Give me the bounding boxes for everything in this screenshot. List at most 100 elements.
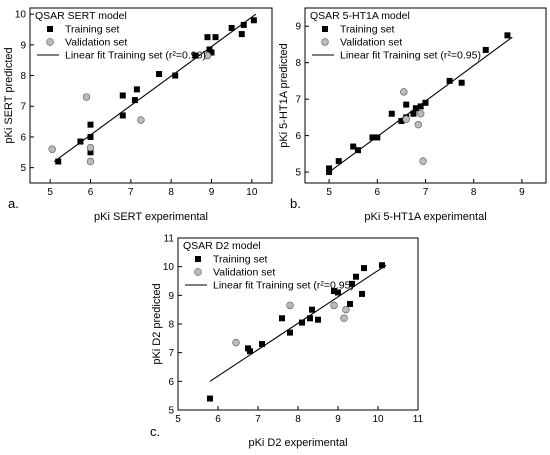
chart-panel: 5 6 7 8 9 10 11 5 6 7 8 9 10 11 pKi D2 experimental pKi… [150, 234, 424, 450]
training-point [350, 143, 357, 150]
training-point [398, 118, 405, 125]
training-point [410, 110, 417, 117]
y-tick-label: 7 [168, 348, 174, 359]
validation-point [340, 314, 348, 322]
x-tick-label: 8 [295, 414, 301, 425]
chart-panel: 5 6 7 8 9 5 6 7 8 9 pKi 5-HT1A experimental pKi 5-H… [278, 7, 547, 223]
training-point [307, 315, 313, 322]
validation-point [232, 338, 240, 347]
y-tick-label: 5 [20, 163, 26, 174]
training-point [287, 329, 293, 336]
training-point [131, 97, 138, 104]
training-point [207, 395, 213, 402]
x-tick-label: 10 [246, 187, 258, 198]
y-axis-title: pKi D2 predicted [151, 283, 163, 364]
training-point [355, 147, 362, 154]
y-tick-label: 5 [168, 406, 174, 417]
validation-point [48, 145, 56, 153]
x-tick-label: 7 [128, 187, 134, 198]
training-point [172, 72, 179, 79]
y-tick-label: 7 [295, 95, 301, 106]
panel-label: c. [150, 424, 160, 439]
training-point [326, 169, 333, 176]
legend-validation-marker [321, 38, 329, 46]
training-point [259, 341, 265, 348]
training-point [133, 86, 140, 93]
x-tick-label: 9 [519, 187, 525, 198]
training-point [482, 46, 489, 53]
validation-point [402, 115, 410, 123]
legend-fit-label: Linear fit Training set (r²=0.95) [213, 280, 354, 292]
training-point [422, 99, 429, 106]
validation-point [414, 120, 422, 129]
y-tick-label: 5 [295, 168, 301, 179]
x-tick-label: 9 [335, 414, 341, 425]
legend-validation-marker [194, 268, 202, 276]
training-point [315, 316, 321, 323]
training-point [77, 138, 84, 145]
legend-validation-label: Validation set [213, 267, 275, 279]
training-point [458, 79, 465, 86]
x-axis-title: pKi SERT experimental [94, 211, 208, 223]
x-tick-label: 7 [423, 187, 429, 198]
x-tick-label: 6 [215, 414, 221, 425]
training-point [156, 71, 163, 78]
x-tick-label: 5 [326, 187, 332, 198]
legend-training-label: Training set [65, 24, 120, 36]
legend-training-marker [47, 26, 53, 32]
training-point [446, 77, 453, 84]
training-point [279, 315, 285, 322]
training-point [192, 52, 199, 59]
training-point [374, 134, 381, 141]
training-point [309, 306, 315, 313]
training-point [119, 92, 126, 99]
x-tick-label: 7 [255, 414, 261, 425]
legend-validation-label: Validation set [65, 37, 127, 49]
training-point [228, 24, 235, 31]
plot-frame [29, 7, 273, 184]
validation-point [203, 51, 212, 60]
validation-point [342, 305, 350, 314]
training-point [353, 273, 359, 280]
legend-training-label: Training set [213, 254, 268, 266]
training-point [369, 134, 376, 141]
validation-point [82, 93, 91, 101]
training-point [359, 290, 365, 297]
x-tick-label: 8 [471, 187, 477, 198]
training-point [208, 49, 215, 56]
y-axis-title: pKi SERT predicted [3, 47, 15, 143]
training-point [238, 31, 245, 38]
x-axis-title: pKi D2 experimental [248, 437, 347, 449]
legend-validation-label: Validation set [340, 37, 402, 49]
training-point [361, 265, 367, 272]
training-point [55, 158, 62, 165]
training-point [349, 280, 355, 287]
validation-point [419, 157, 427, 165]
validation-point [137, 116, 145, 124]
y-tick-label: 8 [295, 58, 301, 69]
validation-point [416, 110, 425, 118]
chart-title: QSAR 5-HT1A model [310, 10, 410, 22]
x-axis-title: pKi 5-HT1A experimental [364, 211, 486, 223]
training-point [379, 262, 385, 269]
validation-point [400, 88, 408, 96]
validation-point [86, 157, 95, 166]
y-axis-title: pKi 5-HT1A predicted [278, 43, 290, 148]
training-point [206, 46, 213, 53]
y-tick-label: 10 [163, 262, 175, 273]
y-tick-label: 6 [168, 377, 174, 388]
x-tick-label: 11 [413, 414, 424, 425]
x-tick-label: 10 [372, 414, 384, 425]
training-point [250, 17, 257, 24]
legend-fit-label: Linear fit Training set (r²=0.96) [65, 50, 206, 62]
y-tick-label: 8 [20, 71, 26, 82]
panel-label: b. [290, 196, 301, 211]
validation-point [86, 143, 95, 152]
chart-panel: 5 6 7 8 9 10 5 6 7 8 9 10 pKi SERT experimental pKi S… [3, 7, 273, 223]
training-point [247, 348, 253, 355]
x-tick-label: 9 [209, 187, 215, 198]
panel-label: a. [8, 196, 19, 211]
training-point [417, 103, 424, 110]
training-point [240, 21, 247, 28]
